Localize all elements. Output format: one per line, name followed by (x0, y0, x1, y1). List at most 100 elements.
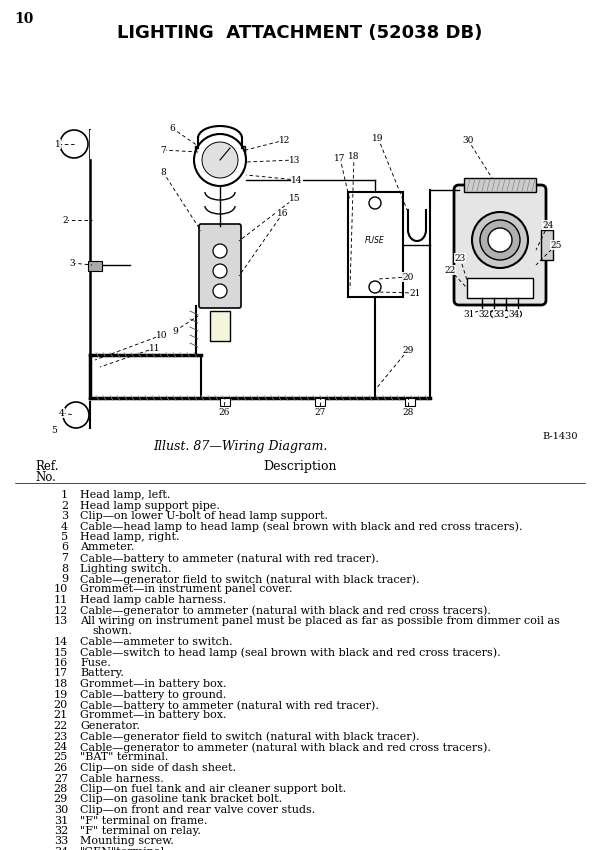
Circle shape (472, 212, 528, 268)
Text: Cable—generator field to switch (natural with black tracer).: Cable—generator field to switch (natural… (80, 732, 419, 742)
Text: Cable—battery to ammeter (natural with red tracer).: Cable—battery to ammeter (natural with r… (80, 700, 379, 711)
Text: 4: 4 (61, 522, 68, 531)
Text: 19: 19 (372, 133, 384, 143)
Text: Head lamp cable harness.: Head lamp cable harness. (80, 595, 226, 605)
Circle shape (202, 142, 238, 178)
Text: Cable—switch to head lamp (seal brown with black and red cross tracers).: Cable—switch to head lamp (seal brown wi… (80, 648, 500, 658)
Circle shape (515, 310, 521, 318)
Text: 25: 25 (550, 241, 562, 250)
Text: 28: 28 (403, 407, 413, 416)
Text: B-1430: B-1430 (542, 432, 578, 441)
Text: 9: 9 (172, 326, 178, 336)
Circle shape (213, 264, 227, 278)
Text: 6: 6 (169, 123, 175, 133)
Text: 34: 34 (508, 309, 520, 319)
Text: 3: 3 (69, 258, 75, 268)
Text: 15: 15 (289, 194, 301, 202)
Text: 21: 21 (54, 711, 68, 721)
Circle shape (480, 220, 520, 260)
Text: 3: 3 (61, 511, 68, 521)
Text: 24: 24 (54, 742, 68, 752)
Text: Head lamp, right.: Head lamp, right. (80, 532, 179, 542)
Circle shape (213, 244, 227, 258)
Text: 30: 30 (463, 135, 473, 144)
Bar (467, 278, 533, 298)
Text: 20: 20 (54, 700, 68, 710)
Text: Cable—head lamp to head lamp (seal brown with black and red cross tracers).: Cable—head lamp to head lamp (seal brown… (80, 522, 523, 532)
Text: 22: 22 (54, 721, 68, 731)
Text: Cable—generator to ammeter (natural with black and red cross tracers).: Cable—generator to ammeter (natural with… (80, 742, 491, 752)
Text: 8: 8 (61, 564, 68, 574)
Text: 8: 8 (160, 167, 166, 177)
Circle shape (63, 402, 89, 428)
Text: 18: 18 (348, 151, 360, 161)
Text: Clip—on front and rear valve cover studs.: Clip—on front and rear valve cover studs… (80, 805, 315, 815)
Text: No.: No. (35, 471, 56, 484)
Bar (315, 398, 325, 406)
Text: 26: 26 (218, 407, 230, 416)
Circle shape (213, 284, 227, 298)
Text: 9: 9 (61, 574, 68, 584)
Text: Head lamp support pipe.: Head lamp support pipe. (80, 501, 220, 511)
Text: 32: 32 (54, 826, 68, 836)
Text: 17: 17 (334, 154, 346, 162)
Text: 5: 5 (51, 426, 57, 434)
Text: 28: 28 (54, 784, 68, 794)
Text: 26: 26 (54, 763, 68, 773)
Circle shape (491, 310, 497, 318)
Text: Cable—battery to ground.: Cable—battery to ground. (80, 689, 226, 700)
Bar (405, 398, 415, 406)
Text: Fuse.: Fuse. (80, 658, 111, 668)
Text: Cable—generator field to switch (natural with black tracer).: Cable—generator field to switch (natural… (80, 574, 419, 585)
Text: 27: 27 (54, 774, 68, 784)
Text: 13: 13 (289, 156, 301, 165)
Text: 10: 10 (156, 331, 168, 339)
Circle shape (503, 310, 509, 318)
Circle shape (206, 149, 214, 157)
Text: 15: 15 (54, 648, 68, 658)
Bar (541, 230, 553, 260)
Text: 17: 17 (54, 668, 68, 678)
Circle shape (226, 149, 234, 157)
Text: 25: 25 (54, 752, 68, 762)
Text: 29: 29 (54, 795, 68, 804)
Text: LIGHTING  ATTACHMENT (52038 DB): LIGHTING ATTACHMENT (52038 DB) (118, 24, 482, 42)
Circle shape (479, 310, 485, 318)
Text: Description: Description (263, 460, 337, 473)
Circle shape (369, 281, 381, 293)
Text: 24: 24 (542, 220, 554, 230)
Text: Grommet—in battery box.: Grommet—in battery box. (80, 679, 227, 689)
Text: Lighting switch.: Lighting switch. (80, 564, 172, 574)
Text: 20: 20 (403, 273, 413, 281)
Text: 4: 4 (59, 409, 65, 417)
Bar (464, 178, 536, 192)
Text: 5: 5 (61, 532, 68, 542)
Text: 30: 30 (54, 805, 68, 815)
Text: 14: 14 (54, 637, 68, 647)
Text: All wiring on instrument panel must be placed as far as possible from dimmer coi: All wiring on instrument panel must be p… (80, 616, 560, 626)
Text: 2: 2 (61, 501, 68, 511)
Bar (88, 261, 102, 271)
Text: 19: 19 (54, 689, 68, 700)
Circle shape (60, 130, 88, 158)
Bar (220, 398, 230, 406)
Text: 16: 16 (54, 658, 68, 668)
Text: 10: 10 (54, 585, 68, 594)
Text: 34: 34 (54, 847, 68, 850)
Text: Ammeter.: Ammeter. (80, 542, 134, 552)
Text: Clip—on fuel tank and air cleaner support bolt.: Clip—on fuel tank and air cleaner suppor… (80, 784, 346, 794)
Text: FUSE: FUSE (365, 235, 385, 245)
Text: 13: 13 (54, 616, 68, 626)
Text: 7: 7 (61, 553, 68, 563)
Text: 23: 23 (54, 732, 68, 741)
Text: Cable—battery to ammeter (natural with red tracer).: Cable—battery to ammeter (natural with r… (80, 553, 379, 564)
Circle shape (488, 228, 512, 252)
Text: 11: 11 (54, 595, 68, 605)
FancyBboxPatch shape (199, 224, 241, 308)
Circle shape (369, 197, 381, 209)
Text: "F" terminal on frame.: "F" terminal on frame. (80, 815, 208, 825)
Text: Cable—ammeter to switch.: Cable—ammeter to switch. (80, 637, 233, 647)
Text: 1: 1 (55, 139, 61, 149)
Text: 18: 18 (54, 679, 68, 689)
Bar (195, 146, 245, 160)
